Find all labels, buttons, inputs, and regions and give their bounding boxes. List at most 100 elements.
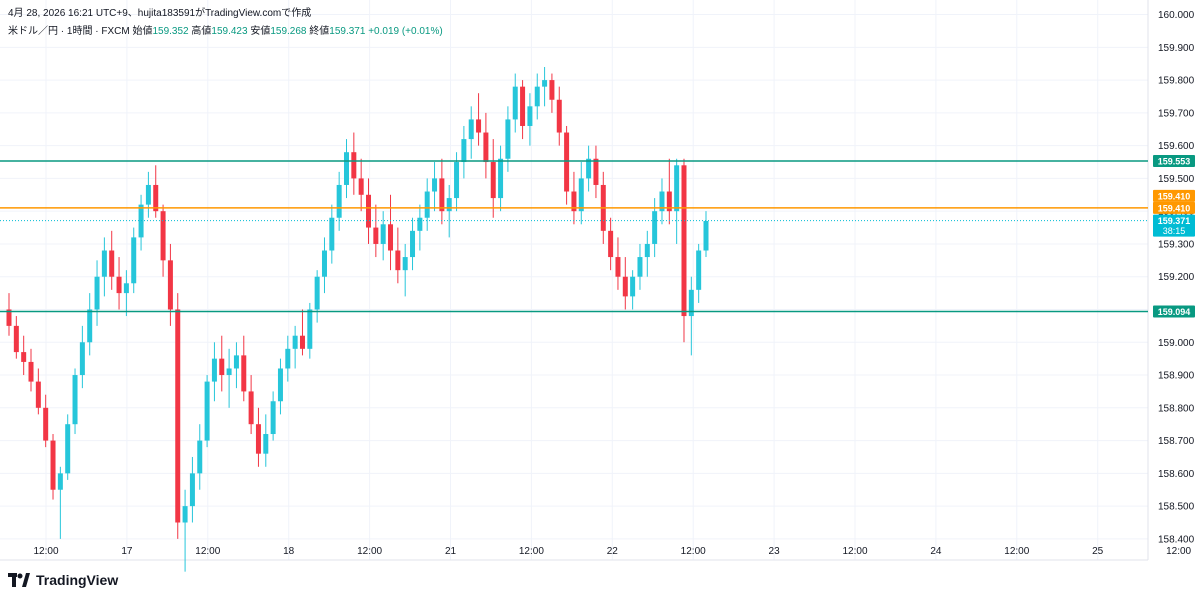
- time-tick-label[interactable]: 12:00: [357, 546, 382, 557]
- candle[interactable]: [13, 316, 19, 359]
- candle[interactable]: [688, 276, 694, 356]
- candle[interactable]: [94, 260, 100, 326]
- candle[interactable]: [35, 368, 41, 415]
- candle[interactable]: [417, 204, 423, 251]
- candle[interactable]: [307, 302, 313, 359]
- candle[interactable]: [644, 230, 650, 277]
- candle[interactable]: [564, 125, 570, 205]
- candle[interactable]: [461, 125, 467, 179]
- candle[interactable]: [637, 243, 643, 290]
- candle[interactable]: [153, 165, 159, 218]
- candle[interactable]: [439, 158, 445, 225]
- candle[interactable]: [527, 93, 533, 146]
- candle[interactable]: [248, 375, 254, 435]
- candle[interactable]: [109, 230, 115, 290]
- tradingview-logo[interactable]: TradingView: [8, 572, 118, 588]
- candle[interactable]: [351, 132, 357, 195]
- candle[interactable]: [674, 158, 680, 244]
- time-tick-label[interactable]: 12:00: [1166, 546, 1191, 557]
- candle[interactable]: [123, 270, 129, 317]
- candle[interactable]: [6, 293, 12, 336]
- candle[interactable]: [512, 73, 518, 133]
- candle[interactable]: [608, 217, 614, 271]
- candle[interactable]: [79, 325, 85, 389]
- candle[interactable]: [241, 335, 247, 402]
- candle[interactable]: [366, 178, 372, 244]
- candle[interactable]: [666, 158, 672, 225]
- candle[interactable]: [622, 257, 628, 310]
- candle[interactable]: [116, 257, 122, 310]
- time-tick-label[interactable]: 12:00: [195, 546, 220, 557]
- price-axis[interactable]: [1148, 0, 1200, 560]
- candle[interactable]: [175, 293, 181, 539]
- time-tick-label[interactable]: 21: [445, 546, 457, 557]
- candle[interactable]: [556, 86, 562, 146]
- candle[interactable]: [424, 178, 430, 231]
- candle[interactable]: [277, 358, 283, 415]
- candle[interactable]: [681, 158, 687, 343]
- candle[interactable]: [520, 80, 526, 140]
- candle[interactable]: [43, 394, 49, 448]
- candle[interactable]: [197, 424, 203, 490]
- time-axis-ticks[interactable]: 12:00 17 12:00 18 12:00 21 12:00 22 12:00 23 12:00…: [33, 545, 1200, 557]
- candle[interactable]: [101, 237, 107, 297]
- candle[interactable]: [343, 139, 349, 199]
- candle[interactable]: [696, 243, 702, 303]
- time-tick-label[interactable]: 24: [930, 546, 942, 557]
- candle[interactable]: [571, 171, 577, 225]
- candle[interactable]: [329, 204, 335, 264]
- candle[interactable]: [395, 227, 401, 284]
- candle[interactable]: [630, 270, 636, 310]
- candle[interactable]: [542, 66, 548, 107]
- candle[interactable]: [65, 414, 71, 480]
- candle[interactable]: [468, 106, 474, 159]
- candle[interactable]: [138, 194, 144, 251]
- candle[interactable]: [586, 145, 592, 192]
- candle[interactable]: [432, 162, 438, 212]
- candle[interactable]: [167, 243, 173, 326]
- candle[interactable]: [263, 414, 269, 467]
- candle[interactable]: [490, 139, 496, 218]
- candle[interactable]: [226, 348, 232, 408]
- candle[interactable]: [270, 391, 276, 441]
- time-tick-label[interactable]: 12:00: [33, 546, 58, 557]
- candle[interactable]: [204, 375, 210, 448]
- candle[interactable]: [160, 204, 166, 277]
- candle[interactable]: [255, 407, 261, 467]
- candle[interactable]: [50, 434, 56, 500]
- candle[interactable]: [28, 348, 34, 392]
- candle[interactable]: [87, 293, 93, 356]
- candle[interactable]: [57, 466, 63, 539]
- candle[interactable]: [285, 335, 291, 382]
- candle[interactable]: [476, 93, 482, 146]
- candle[interactable]: [131, 227, 137, 294]
- candle[interactable]: [402, 243, 408, 297]
- candle[interactable]: [483, 112, 489, 179]
- candle[interactable]: [549, 73, 555, 113]
- time-tick-label[interactable]: 12:00: [1004, 546, 1029, 557]
- candle[interactable]: [72, 368, 78, 435]
- candle[interactable]: [498, 145, 504, 212]
- candle[interactable]: [292, 325, 298, 369]
- time-tick-label[interactable]: 17: [121, 546, 133, 557]
- candle[interactable]: [219, 335, 225, 392]
- candle[interactable]: [373, 204, 379, 258]
- candle[interactable]: [321, 237, 327, 294]
- candle[interactable]: [314, 270, 320, 323]
- candle[interactable]: [505, 106, 511, 172]
- candle[interactable]: [358, 158, 364, 212]
- candle[interactable]: [578, 162, 584, 225]
- candle[interactable]: [189, 456, 195, 523]
- candle[interactable]: [388, 194, 394, 271]
- candle[interactable]: [299, 309, 305, 356]
- candle[interactable]: [703, 211, 709, 258]
- candlestick-series[interactable]: [6, 66, 709, 572]
- candle[interactable]: [446, 184, 452, 238]
- candle[interactable]: [615, 237, 621, 290]
- candle[interactable]: [454, 152, 460, 212]
- time-tick-label[interactable]: 22: [607, 546, 619, 557]
- candle[interactable]: [534, 73, 540, 120]
- horizontal-lines[interactable]: [0, 160, 1148, 313]
- candle[interactable]: [380, 211, 386, 261]
